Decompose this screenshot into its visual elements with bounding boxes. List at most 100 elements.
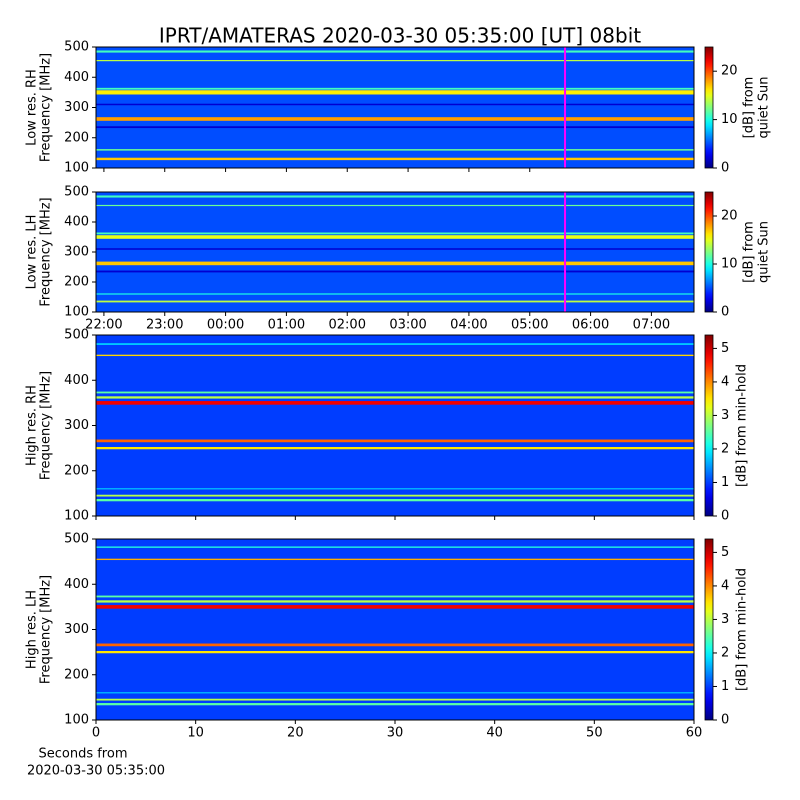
spectral-band bbox=[96, 103, 694, 106]
y-axis-label: Low res. RH bbox=[25, 69, 40, 146]
spectral-band bbox=[96, 195, 694, 198]
colorbar bbox=[704, 538, 714, 721]
colorbar-tick-label: 2 bbox=[721, 441, 729, 456]
heatmap-background bbox=[96, 192, 694, 312]
colorbar bbox=[704, 334, 714, 517]
colorbar-tick-label: 0 bbox=[721, 509, 729, 524]
x-tick-label: 40 bbox=[486, 726, 503, 741]
figure-title: IPRT/AMATERAS 2020-03-30 05:35:00 [UT] 0… bbox=[159, 24, 641, 48]
spectral-band bbox=[96, 149, 694, 151]
y-tick-label: 400 bbox=[64, 373, 89, 388]
x-axis-label: Seconds from bbox=[38, 747, 127, 762]
x-tick-label: 07:00 bbox=[633, 318, 670, 333]
colorbar-tick-label: 10 bbox=[721, 257, 738, 272]
y-tick-label: 300 bbox=[64, 622, 89, 637]
spectral-band bbox=[96, 204, 694, 207]
colorbar-tick-label: 0 bbox=[721, 161, 729, 176]
spectral-band bbox=[96, 439, 694, 443]
colorbar-tick-label: 20 bbox=[721, 209, 738, 224]
y-tick-label: 100 bbox=[64, 509, 89, 524]
colorbar-tick-label: 0 bbox=[721, 713, 729, 728]
colorbar-tick-label: 4 bbox=[721, 578, 729, 593]
spectral-band bbox=[96, 90, 694, 95]
colorbar bbox=[704, 191, 714, 313]
x-tick-label: 50 bbox=[586, 726, 603, 741]
y-tick-label: 200 bbox=[64, 667, 89, 682]
y-tick-label: 500 bbox=[64, 185, 89, 200]
heatmap-background bbox=[96, 539, 694, 720]
x-tick-label: 04:00 bbox=[450, 318, 487, 333]
spectral-band bbox=[96, 232, 694, 235]
y-axis-label: High res. RH bbox=[25, 385, 40, 466]
spectral-band bbox=[96, 698, 694, 701]
spectral-band bbox=[96, 499, 694, 502]
colorbar-tick-label: 0 bbox=[721, 305, 729, 320]
x-tick-label: 60 bbox=[686, 726, 703, 741]
y-tick-label: 100 bbox=[64, 305, 89, 320]
y-tick-label: 500 bbox=[64, 532, 89, 547]
spectral-band bbox=[96, 488, 694, 490]
spectral-band bbox=[96, 558, 694, 561]
x-axis-label: 2020-03-30 05:35:00 bbox=[27, 764, 165, 779]
x-tick-label: 02:00 bbox=[329, 318, 366, 333]
x-tick-label: 20 bbox=[287, 726, 304, 741]
colorbar-tick-label: 10 bbox=[721, 112, 738, 127]
x-tick-label: 23:00 bbox=[146, 318, 183, 333]
spectral-band bbox=[96, 60, 694, 62]
y-tick-label: 400 bbox=[64, 70, 89, 85]
spectral-band bbox=[96, 401, 694, 405]
x-tick-label: 06:00 bbox=[572, 318, 609, 333]
y-axis-label: Frequency [MHz] bbox=[39, 197, 54, 306]
spectral-band bbox=[96, 692, 694, 694]
spectral-band bbox=[96, 293, 694, 295]
spectral-band bbox=[96, 650, 694, 654]
colorbar-tick-label: 1 bbox=[721, 475, 729, 490]
spectral-band bbox=[96, 643, 694, 647]
spectral-band bbox=[96, 300, 694, 303]
y-axis-label: Low res. LH bbox=[25, 215, 40, 290]
colorbar-tick-label: 1 bbox=[721, 679, 729, 694]
colorbar-tick-label: 20 bbox=[721, 64, 738, 79]
y-tick-label: 300 bbox=[64, 100, 89, 115]
y-tick-label: 300 bbox=[64, 418, 89, 433]
y-axis-label: Frequency [MHz] bbox=[39, 371, 54, 480]
y-axis-label: High res. LH bbox=[25, 590, 40, 669]
spectral-band bbox=[96, 605, 694, 609]
y-tick-label: 400 bbox=[64, 215, 89, 230]
spectral-band bbox=[96, 235, 694, 239]
spectral-band bbox=[96, 343, 694, 345]
y-tick-label: 100 bbox=[64, 161, 89, 176]
colorbar-tick-label: 4 bbox=[721, 374, 729, 389]
y-axis-label: Frequency [MHz] bbox=[39, 53, 54, 162]
spectral-band bbox=[96, 446, 694, 450]
y-tick-label: 100 bbox=[64, 713, 89, 728]
spectral-band bbox=[96, 117, 694, 121]
heatmap-background bbox=[96, 47, 694, 168]
heatmap-background bbox=[96, 335, 694, 516]
spectral-band bbox=[96, 261, 694, 266]
x-tick-label: 05:00 bbox=[511, 318, 548, 333]
colorbar-tick-label: 3 bbox=[721, 408, 729, 423]
y-tick-label: 500 bbox=[64, 328, 89, 343]
x-tick-label: 10 bbox=[187, 726, 204, 741]
spectral-band bbox=[96, 546, 694, 548]
colorbar-label: [dB] from min-hold bbox=[735, 568, 750, 691]
y-tick-label: 400 bbox=[64, 577, 89, 592]
colorbar-tick-label: 2 bbox=[721, 645, 729, 660]
spectral-band bbox=[96, 270, 694, 273]
x-tick-label: 30 bbox=[387, 726, 404, 741]
spectral-band bbox=[96, 157, 694, 161]
spectral-band bbox=[96, 126, 694, 129]
colorbar-label: quiet Sun bbox=[757, 221, 772, 283]
spectral-band bbox=[96, 391, 694, 394]
spectral-band bbox=[96, 50, 694, 53]
x-tick-label: 0 bbox=[92, 726, 100, 741]
y-tick-label: 200 bbox=[64, 275, 89, 290]
colorbar-tick-label: 5 bbox=[721, 545, 729, 560]
spectral-band bbox=[96, 87, 694, 90]
x-tick-label: 03:00 bbox=[389, 318, 426, 333]
y-tick-label: 200 bbox=[64, 463, 89, 478]
y-axis-label: Frequency [MHz] bbox=[39, 575, 54, 684]
